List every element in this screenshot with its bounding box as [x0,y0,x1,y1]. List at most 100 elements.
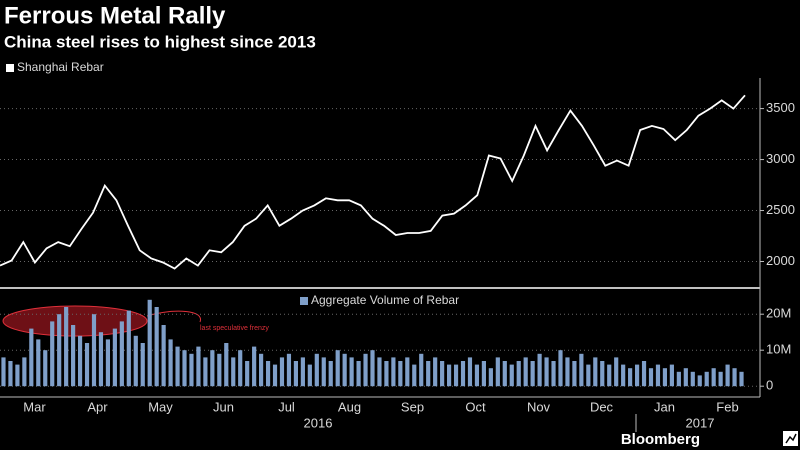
volume-bar [433,357,438,387]
volume-bar [495,357,500,387]
volume-bar [488,368,493,387]
volume-bar [168,339,173,387]
volume-bar [105,339,111,387]
volume-bar [516,361,521,387]
volume-bar [112,328,117,387]
volume-bar [154,307,159,387]
y-tick-label: 0 [766,378,773,393]
volume-bar [279,357,285,387]
x-tick-label: Jun [213,399,234,414]
volume-bar [530,361,535,387]
volume-bar [523,357,528,387]
x-tick-label: May [148,399,173,414]
volume-bar [231,357,236,387]
volume-bar [405,357,410,387]
volume-bar [356,361,361,387]
volume-bar [91,314,97,387]
volume-bar [572,361,577,387]
volume-bar [579,353,584,387]
volume-bar [84,343,90,387]
volume-bar [662,368,668,387]
chart-subtitle: China steel rises to highest since 2013 [4,32,316,51]
volume-bar [634,364,640,387]
volume-bar [704,371,709,387]
volume-bar [370,350,375,387]
volume-bar [210,350,215,387]
volume-bar [460,361,466,387]
y-tick-label: 3000 [766,151,795,166]
volume-bar [711,368,716,387]
legend-swatch [6,64,14,72]
legend-label: Shanghai Rebar [17,60,104,74]
x-tick-label: Mar [23,399,46,414]
volume-bar [314,353,319,387]
volume-bar [175,346,180,387]
volume-bar [509,364,514,387]
volume-bar [189,353,194,387]
volume-bar [50,321,55,387]
annotation: last speculative frenzy [200,325,269,332]
chart-title: Ferrous Metal Rally [4,2,226,29]
volume-bar [683,368,688,387]
volume-bar [217,353,222,387]
volume-bar [426,361,431,387]
volume-bar [621,364,626,387]
y-tick-label: 3500 [766,100,795,115]
volume-bar [447,364,452,387]
volume-bar [64,307,69,387]
volume-bar [502,361,507,387]
volume-bar [238,350,243,387]
volume-bar [718,371,723,387]
volume-bar [725,364,730,387]
volume-bar [161,325,166,387]
volume-bar [300,357,305,387]
volume-bar [558,350,563,387]
volume-bar [481,361,486,387]
volume-bar [669,364,674,387]
x-tick-label: Dec [590,399,614,414]
volume-bar [22,357,27,387]
price-line [0,94,746,270]
volume-bar [252,346,257,387]
volume-bar [71,325,76,387]
year-label: 2017 [686,415,715,430]
y-tick-label: 20M [766,306,791,321]
volume-bar [537,353,542,387]
volume-bar [245,361,250,387]
volume-bar [607,364,612,387]
legend-swatch [300,297,308,305]
source: Bloomberg [621,431,700,448]
volume-bar [467,357,473,387]
volume-bar [342,353,347,387]
volume-bar [363,353,368,387]
volume-bar [593,357,598,387]
volume-bar [77,335,83,387]
y-tick-label: 2500 [766,202,795,217]
volume-bar [126,310,131,387]
volume-bar [147,299,152,387]
volume-bar [15,364,20,387]
volume-bar [690,371,695,387]
volume-bar [43,350,48,387]
volume-bar [565,357,570,387]
volume-bar [419,353,424,387]
volume-bar [57,314,62,387]
volume-bar [1,357,6,387]
volume-bar [293,361,298,387]
volume-bar [321,357,326,387]
x-tick-label: Jul [278,399,295,414]
x-tick-label: Feb [716,399,738,414]
x-tick-label: Nov [527,399,551,414]
x-tick-label: Oct [465,399,486,414]
volume-bar [182,350,187,387]
volume-bar [600,361,605,387]
volume-bar [732,368,737,387]
volume-bar [377,357,382,387]
volume-bar [119,321,124,387]
volume-bar [224,343,229,387]
logo-mark [785,433,797,444]
volume-bar [133,335,138,387]
x-tick-label: Aug [338,399,361,414]
volume-bar [544,357,549,387]
volume-bar [412,364,417,387]
